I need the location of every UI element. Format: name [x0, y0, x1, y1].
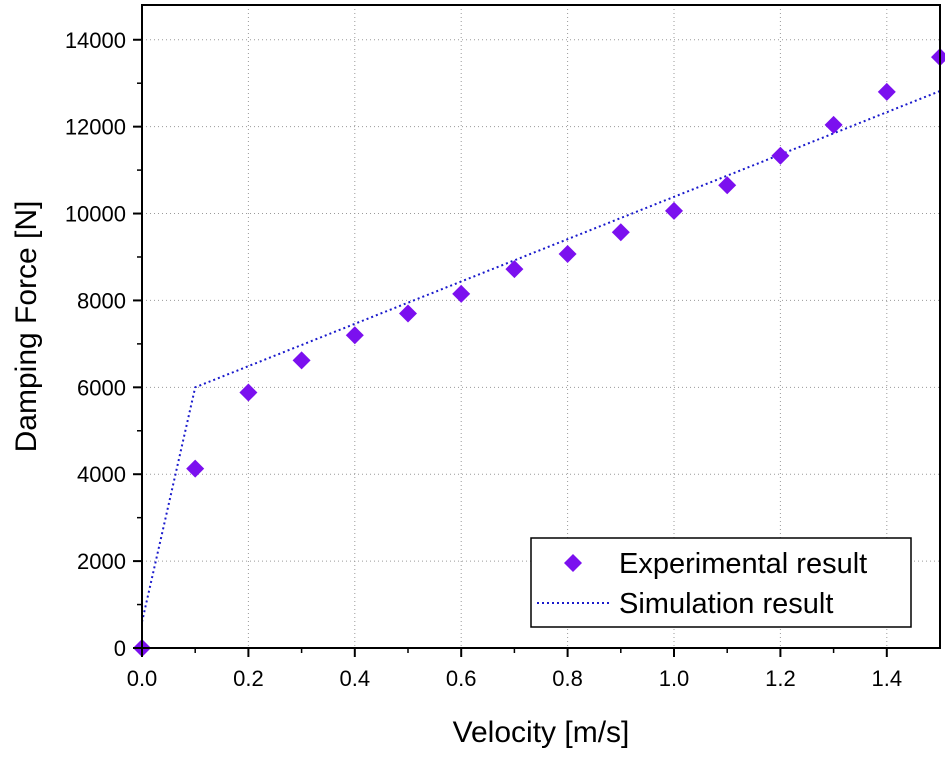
experimental-point [452, 284, 471, 303]
experimental-point [186, 459, 205, 478]
experimental-point [239, 383, 258, 402]
x-tick-label: 1.0 [659, 666, 690, 691]
x-tick-label: 0.2 [233, 666, 264, 691]
legend-label-experimental: Experimental result [619, 548, 867, 580]
experimental-point [292, 351, 311, 370]
x-tick-label: 1.2 [765, 666, 796, 691]
y-tick-label: 10000 [65, 202, 126, 227]
x-axis-title: Velocity [m/s] [453, 716, 630, 749]
x-tick-label: 0.8 [552, 666, 583, 691]
experimental-point [931, 48, 945, 67]
x-tick-label: 1.4 [872, 666, 903, 691]
experimental-point [877, 82, 896, 101]
y-tick-label: 4000 [77, 462, 126, 487]
experimental-point [505, 260, 524, 279]
y-tick-label: 8000 [77, 288, 126, 313]
x-tick-label: 0.6 [446, 666, 477, 691]
legend-label-simulation: Simulation result [619, 588, 833, 620]
simulation-line [141, 90, 941, 623]
x-tick-label: 0.4 [340, 666, 371, 691]
legend-box [530, 537, 912, 628]
legend: Experimental result Simulation result [530, 537, 912, 628]
experimental-point [771, 146, 790, 165]
plot-frame [141, 4, 941, 649]
y-tick-label: 0 [114, 636, 126, 661]
y-axis-title: Damping Force [N] [10, 201, 43, 453]
y-tick-label: 2000 [77, 549, 126, 574]
tick-layer: 0.0 0.2 0.4 0.6 0.8 1.0 1.2 1.4 0 2000 4000 6000 800… [65, 28, 902, 691]
legend-marker-experimental [564, 554, 582, 572]
experimental-point [611, 223, 630, 242]
series-layer [133, 48, 945, 657]
y-tick-label: 12000 [65, 115, 126, 140]
experimental-point [718, 176, 737, 195]
y-tick-label: 6000 [77, 375, 126, 400]
y-tick-label: 14000 [65, 28, 126, 53]
experimental-point [345, 326, 364, 345]
experimental-point [399, 304, 417, 323]
experimental-point [824, 115, 843, 134]
x-tick-label: 0.0 [127, 666, 158, 691]
experimental-point [558, 244, 577, 263]
experimental-point [665, 201, 683, 220]
grid-layer [142, 5, 940, 648]
